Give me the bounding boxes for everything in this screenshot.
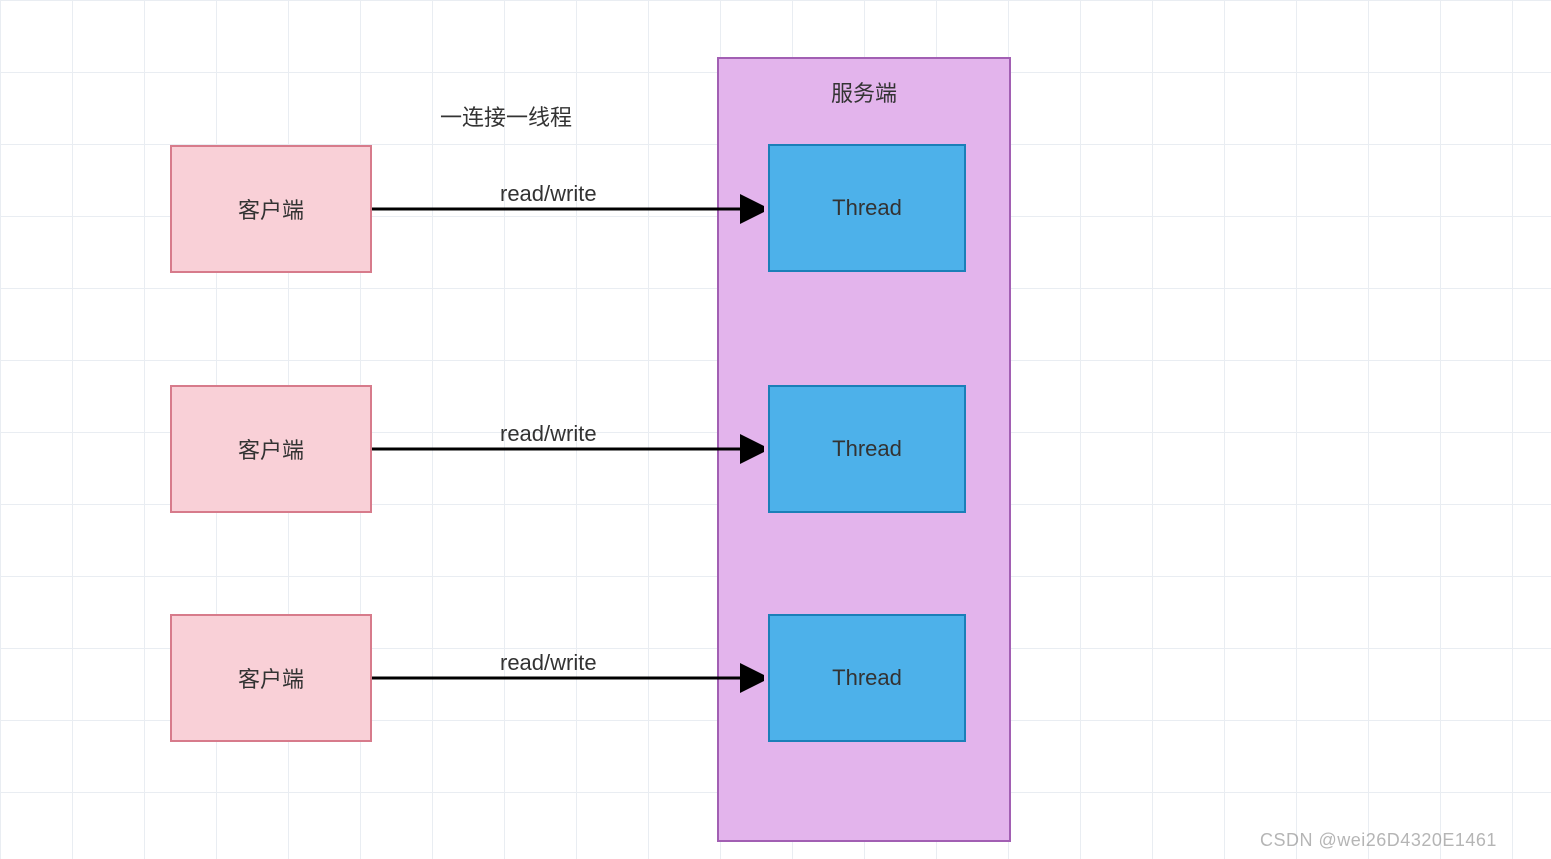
- watermark: CSDN @wei26D4320E1461: [1260, 830, 1497, 851]
- edge-label-1: read/write: [500, 421, 597, 447]
- server-title: 服务端: [831, 76, 897, 108]
- edge-label-2: read/write: [500, 650, 597, 676]
- thread-label-0: Thread: [832, 195, 902, 221]
- client-label-0: 客户端: [238, 193, 304, 225]
- thread-label-1: Thread: [832, 436, 902, 462]
- client-label-1: 客户端: [238, 433, 304, 465]
- client-box-2: 客户端: [170, 614, 372, 742]
- diagram-title: 一连接一线程: [440, 100, 572, 132]
- client-box-1: 客户端: [170, 385, 372, 513]
- thread-box-0: Thread: [768, 144, 966, 272]
- edge-label-0: read/write: [500, 181, 597, 207]
- client-box-0: 客户端: [170, 145, 372, 273]
- thread-box-1: Thread: [768, 385, 966, 513]
- diagram-stage: 服务端 客户端 客户端 客户端 Thread Thread Thread 一连接…: [0, 0, 1551, 859]
- thread-box-2: Thread: [768, 614, 966, 742]
- thread-label-2: Thread: [832, 665, 902, 691]
- client-label-2: 客户端: [238, 662, 304, 694]
